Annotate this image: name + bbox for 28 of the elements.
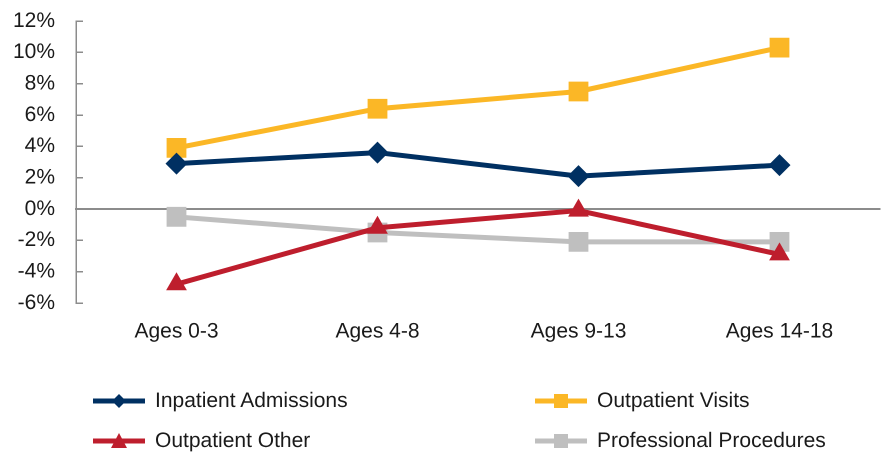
x-tick-label: Ages 0-3 <box>134 319 219 342</box>
y-tick-label: 2% <box>24 165 55 188</box>
y-tick-label: 12% <box>12 8 55 32</box>
legend-label: Professional Procedures <box>597 429 826 452</box>
y-tick-label: -2% <box>18 228 55 252</box>
point <box>568 82 588 102</box>
point <box>568 232 588 252</box>
x-tick-label: Ages 14-18 <box>726 319 834 342</box>
point <box>768 154 790 176</box>
y-tick-label: -4% <box>18 259 55 282</box>
y-tick-label: 4% <box>24 134 55 158</box>
point <box>366 142 388 164</box>
point <box>770 38 790 58</box>
legend-label: Inpatient Admissions <box>155 389 348 413</box>
point <box>568 165 590 188</box>
point <box>166 206 186 227</box>
y-tick-label: 8% <box>24 71 55 94</box>
legend-label: Outpatient Visits <box>597 389 750 413</box>
x-tick-label: Ages 4-8 <box>335 319 420 342</box>
legend-label: Outpatient Other <box>155 429 310 452</box>
x-tick-label: Ages 9-13 <box>530 319 626 342</box>
point <box>166 152 188 175</box>
y-tick-label: -6% <box>18 290 55 314</box>
point <box>368 98 388 119</box>
y-tick-label: 0% <box>24 196 55 220</box>
point <box>166 138 186 158</box>
y-tick-label: 6% <box>24 102 55 126</box>
y-tick-label: 10% <box>12 40 55 64</box>
